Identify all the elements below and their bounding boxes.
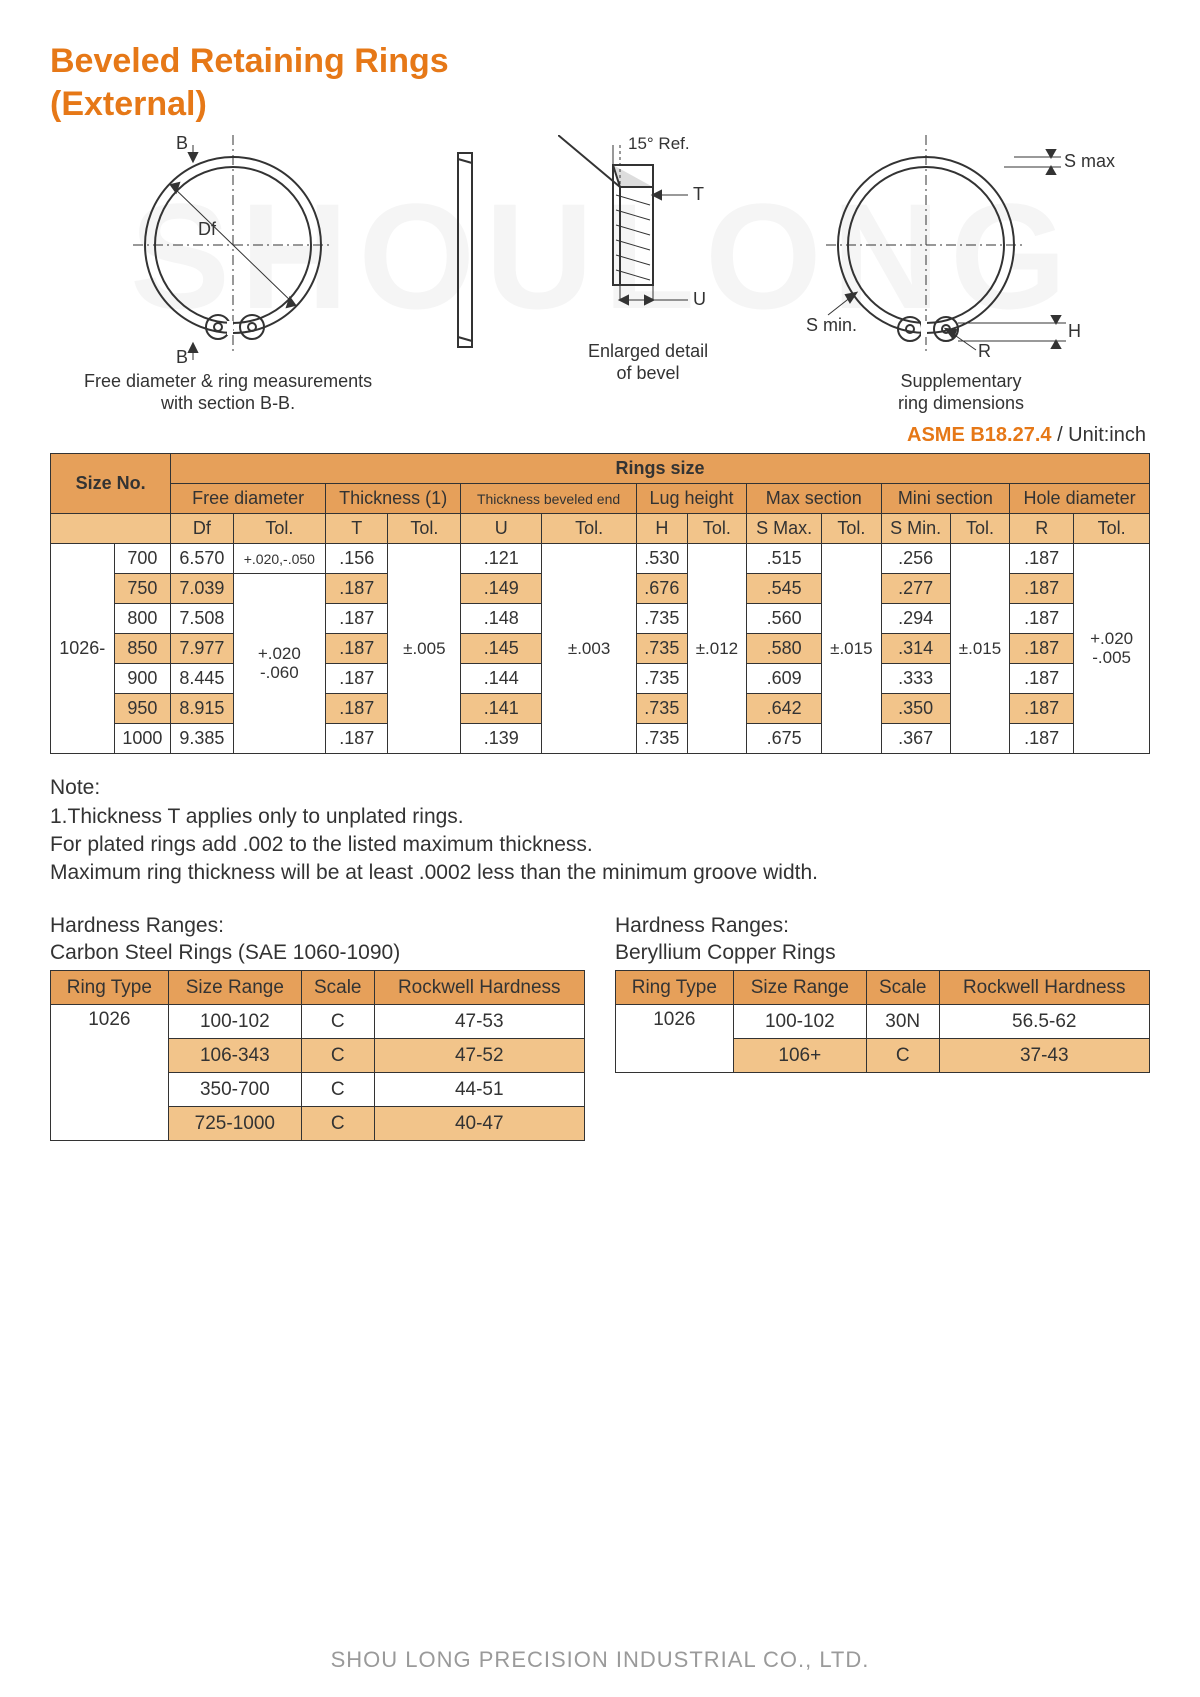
note-line: Maximum ring thickness will be at least …	[50, 861, 818, 884]
tol-h: ±.012	[687, 544, 746, 754]
hardness-carbon-table: Ring Type Size Range Scale Rockwell Hard…	[50, 970, 585, 1141]
diagram-bevel-caption: Enlarged detail of bevel	[558, 341, 738, 384]
table-row: 1026 100-102 30N 56.5-62	[616, 1005, 1150, 1039]
diagram-bevel: 15° Ref. T U Enlarged detail of bevel	[558, 135, 738, 384]
hardness-beryllium: Hardness Ranges: Beryllium Copper Rings …	[615, 912, 1150, 1142]
tol-t: ±.005	[388, 544, 461, 754]
tol-u: ±.003	[542, 544, 637, 754]
grp-mini-section: Mini section	[881, 484, 1010, 514]
footer-company: SHOU LONG PRECISION INDUSTRIAL CO., LTD.	[0, 1647, 1200, 1673]
table-row: 1026 100-102 C 47-53	[51, 1005, 585, 1039]
svg-text:15° Ref.: 15° Ref.	[628, 135, 690, 153]
note-heading: Note:	[50, 776, 100, 799]
page-title: Beveled Retaining Rings (External)	[50, 40, 1150, 125]
svg-text:S max.: S max.	[1064, 151, 1116, 171]
size-prefix: 1026-	[51, 544, 115, 754]
hdr-rings-size: Rings size	[171, 454, 1150, 484]
grp-hole-dia: Hole diameter	[1010, 484, 1150, 514]
rings-size-table: Size No. Rings size Free diameter Thickn…	[50, 453, 1150, 754]
svg-text:R: R	[978, 341, 991, 361]
grp-free-dia: Free diameter	[171, 484, 326, 514]
standard-code: ASME B18.27.4	[907, 424, 1052, 446]
hardness-beryllium-table: Ring Type Size Range Scale Rockwell Hard…	[615, 970, 1150, 1073]
svg-text:T: T	[693, 184, 704, 204]
grp-max-section: Max section	[747, 484, 881, 514]
note-block: Note: 1.Thickness T applies only to unpl…	[50, 774, 1150, 887]
hdr-size-no: Size No.	[51, 454, 171, 514]
svg-text:S min.: S min.	[806, 315, 857, 335]
ring-dims-svg: S max. S min. H R	[806, 135, 1116, 365]
diagram-left: B B Df Free diameter & ring measurements…	[84, 135, 372, 414]
diagram-right-caption: Supplementary ring dimensions	[806, 371, 1116, 414]
diagram-left-caption: Free diameter & ring measurements with s…	[84, 371, 372, 414]
tol-smax: ±.015	[822, 544, 881, 754]
diagram-side	[440, 135, 490, 365]
svg-text:Df: Df	[198, 219, 217, 239]
table-row: 1026- 700 6.570 +.020,-.050 .156 ±.005 .…	[51, 544, 1150, 574]
ring-front-svg: B B Df	[98, 135, 358, 365]
diagram-right: S max. S min. H R Supplementary ring dim…	[806, 135, 1116, 414]
svg-text:U: U	[693, 289, 706, 309]
note-line: 1.Thickness T applies only to unplated r…	[50, 805, 464, 828]
unit-label: / Unit:inch	[1052, 424, 1146, 446]
hardness-carbon-title: Hardness Ranges: Carbon Steel Rings (SAE…	[50, 912, 585, 967]
svg-text:B: B	[176, 135, 188, 153]
svg-text:H: H	[1068, 321, 1081, 341]
hardness-row: Hardness Ranges: Carbon Steel Rings (SAE…	[50, 912, 1150, 1142]
grp-lug-height: Lug height	[636, 484, 746, 514]
hardness-carbon: Hardness Ranges: Carbon Steel Rings (SAE…	[50, 912, 585, 1142]
diagram-row: B B Df Free diameter & ring measurements…	[50, 135, 1150, 414]
grp-thick-bevel: Thickness beveled end	[461, 484, 637, 514]
title-line-2: (External)	[50, 85, 207, 123]
ring-side-svg	[440, 135, 490, 365]
tol-df-mid: +.020 -.060	[233, 574, 326, 754]
title-line-1: Beveled Retaining Rings	[50, 42, 449, 80]
svg-text:B: B	[176, 347, 188, 365]
note-line: For plated rings add .002 to the listed …	[50, 833, 593, 856]
standard-line: ASME B18.27.4 / Unit:inch	[50, 424, 1146, 447]
bevel-detail-svg: 15° Ref. T U	[558, 135, 738, 335]
hardness-beryllium-title: Hardness Ranges: Beryllium Copper Rings	[615, 912, 1150, 967]
grp-thickness: Thickness (1)	[326, 484, 461, 514]
tol-smin: ±.015	[950, 544, 1009, 754]
tol-r: +.020 -.005	[1074, 544, 1150, 754]
